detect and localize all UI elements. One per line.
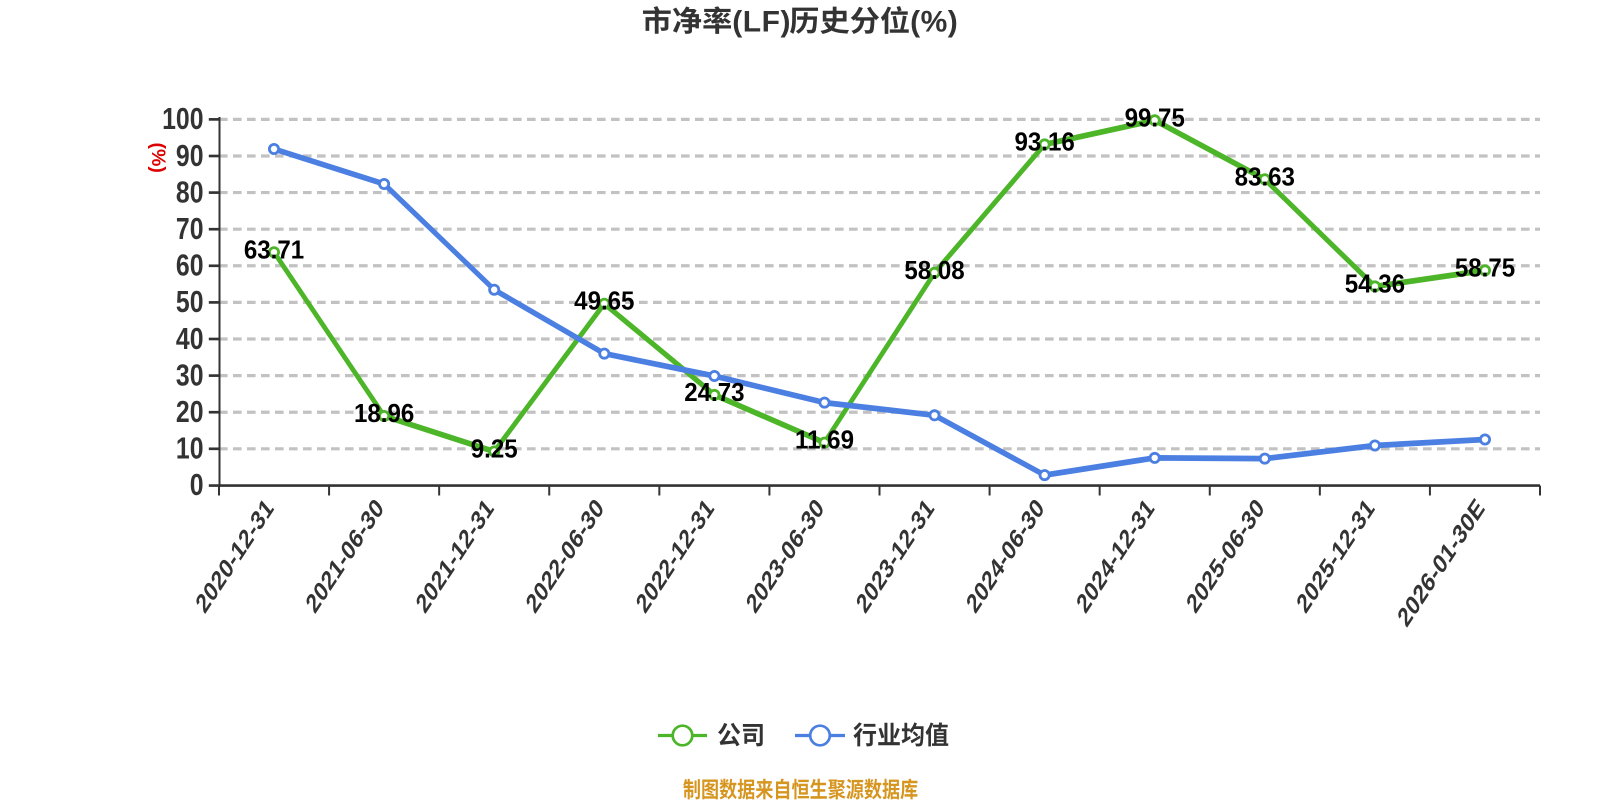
svg-text:2020-12-31: 2020-12-31 (191, 493, 278, 619)
svg-text:58.08: 58.08 (904, 256, 964, 285)
svg-text:24.73: 24.73 (684, 378, 744, 407)
svg-text:2024-12-31: 2024-12-31 (1072, 493, 1159, 619)
svg-text:2026-01-30E: 2026-01-30E (1393, 493, 1489, 633)
svg-text:99.75: 99.75 (1125, 104, 1185, 133)
svg-text:63.71: 63.71 (244, 235, 304, 264)
svg-text:0: 0 (190, 468, 204, 502)
svg-text:30: 30 (176, 358, 204, 392)
svg-text:80: 80 (176, 175, 204, 209)
svg-text:(%): (%) (147, 143, 169, 173)
svg-text:58.75: 58.75 (1455, 254, 1515, 283)
svg-text:40: 40 (176, 321, 204, 355)
svg-text:18.96: 18.96 (354, 399, 414, 428)
svg-text:49.65: 49.65 (574, 287, 634, 316)
svg-text:10: 10 (176, 431, 204, 465)
svg-text:(%): (%) (910, 5, 958, 38)
svg-text:2024-06-30: 2024-06-30 (962, 493, 1049, 619)
svg-text:9.25: 9.25 (471, 435, 518, 464)
svg-text:54.36: 54.36 (1345, 270, 1405, 299)
svg-text:2021-06-30: 2021-06-30 (302, 493, 389, 619)
svg-text:93.16: 93.16 (1014, 128, 1074, 157)
svg-text:90: 90 (176, 138, 204, 172)
svg-text:50: 50 (176, 285, 204, 319)
svg-text:2023-12-31: 2023-12-31 (852, 493, 939, 619)
svg-text:11.69: 11.69 (795, 426, 854, 455)
svg-text:20: 20 (176, 394, 204, 428)
svg-text:83.63: 83.63 (1235, 163, 1295, 192)
svg-text:2023-06-30: 2023-06-30 (742, 493, 829, 619)
svg-text:70: 70 (176, 211, 204, 245)
svg-text:(LF): (LF) (732, 5, 791, 38)
svg-text:2021-12-31: 2021-12-31 (412, 493, 499, 619)
svg-text:2022-06-30: 2022-06-30 (522, 493, 609, 619)
svg-text:2022-12-31: 2022-12-31 (632, 493, 719, 619)
svg-text:100: 100 (162, 102, 203, 136)
svg-text:2025-06-30: 2025-06-30 (1182, 493, 1269, 619)
svg-text:60: 60 (176, 248, 204, 282)
svg-text:2025-12-31: 2025-12-31 (1292, 493, 1379, 619)
